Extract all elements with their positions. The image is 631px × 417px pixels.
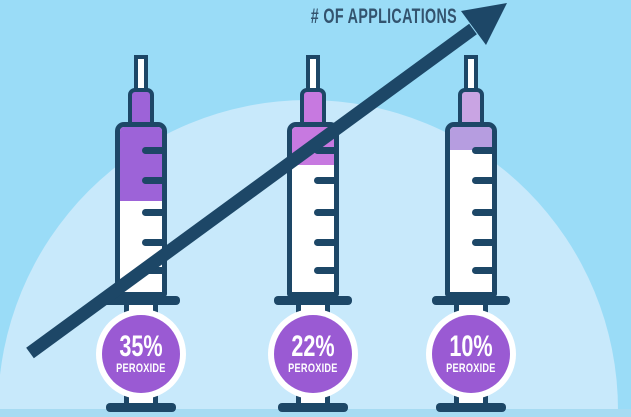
badge-label-text: PEROXIDE [288, 362, 338, 375]
syringe-hub [458, 88, 484, 126]
barrel-tick [314, 209, 334, 216]
barrel-tick [142, 267, 162, 274]
syringe-barrel [287, 122, 339, 297]
peroxide-badge: 10% PEROXIDE [426, 309, 516, 399]
syringe-flange [102, 296, 180, 305]
plunger-handle [278, 403, 348, 412]
barrel-tick [472, 209, 492, 216]
syringe-flange [432, 296, 510, 305]
plunger-handle [106, 403, 176, 412]
barrel-tick [142, 147, 162, 154]
peroxide-badge-face: 22% PEROXIDE [274, 315, 352, 393]
syringe-flange [274, 296, 352, 305]
barrel-tick [472, 147, 492, 154]
peroxide-badge: 35% PEROXIDE [96, 309, 186, 399]
badge-percent-text: 35% [119, 330, 163, 364]
barrel-tick [142, 177, 162, 184]
badge-label-text: PEROXIDE [116, 362, 166, 375]
badge-percent-text: 22% [291, 330, 335, 364]
syringe-35-percent: 35% PEROXIDE [96, 55, 186, 415]
barrel-tick [314, 267, 334, 274]
syringe-fill-level [292, 127, 334, 165]
barrel-tick [472, 177, 492, 184]
peroxide-badge-face: 35% PEROXIDE [102, 315, 180, 393]
syringe-barrel [115, 122, 167, 297]
barrel-tick [142, 239, 162, 246]
syringe-fill-level [120, 127, 162, 202]
barrel-tick [472, 267, 492, 274]
syringe-hub [128, 88, 154, 126]
syringe-22-percent: 22% PEROXIDE [268, 55, 358, 415]
barrel-tick [314, 177, 334, 184]
barrel-tick [142, 209, 162, 216]
chart-title: # OF APPLICATIONS [310, 5, 457, 28]
barrel-tick [314, 239, 334, 246]
syringe-10-percent: 10% PEROXIDE [426, 55, 516, 415]
plunger-handle [436, 403, 506, 412]
badge-label-text: PEROXIDE [446, 362, 496, 375]
peroxide-badge: 22% PEROXIDE [268, 309, 358, 399]
barrel-tick [314, 147, 334, 154]
trend-arrow-head-icon [461, 3, 507, 45]
peroxide-badge-face: 10% PEROXIDE [432, 315, 510, 393]
barrel-tick [472, 239, 492, 246]
badge-percent-text: 10% [449, 330, 493, 364]
syringe-hub [300, 88, 326, 126]
syringe-barrel [445, 122, 497, 297]
ground-strip [0, 409, 631, 417]
